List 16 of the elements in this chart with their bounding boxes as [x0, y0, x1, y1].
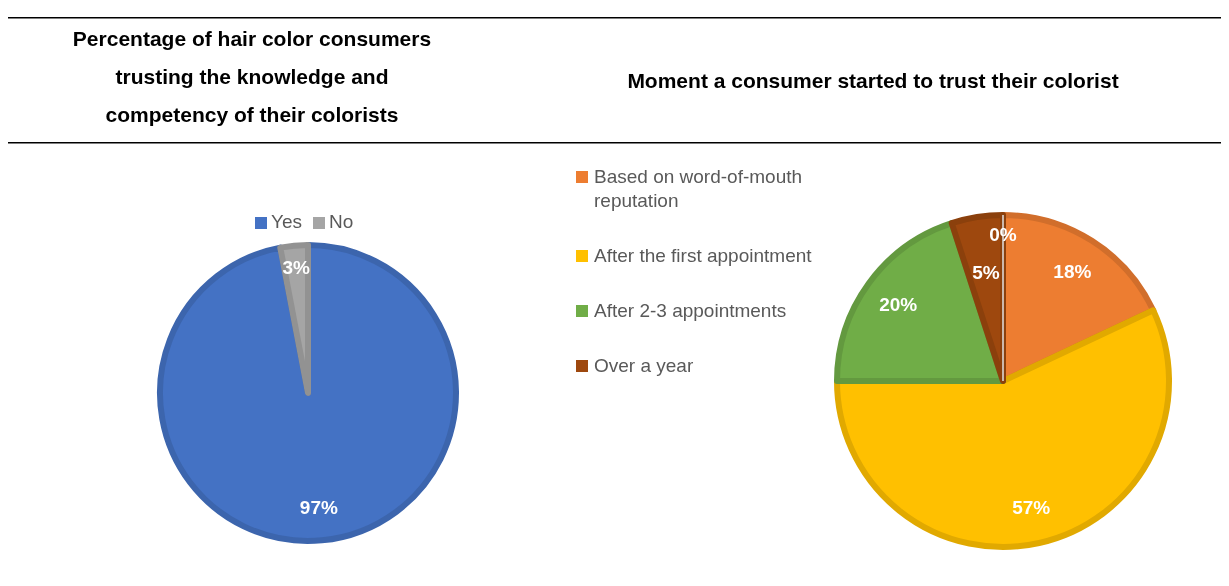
legend-label: After the first appointment — [594, 245, 813, 266]
legend-label: After 2-3 appointments — [594, 300, 787, 321]
pie-slice — [277, 242, 311, 396]
chart-title: Percentage of hair color consumers trusting the knowledge and competency of their colorists — [72, 27, 432, 126]
pie-slice — [157, 242, 459, 544]
data-label: 3% — [282, 257, 310, 279]
chart-title: Moment a consumer started to trust their colorist — [627, 69, 1119, 92]
data-label: 20% — [879, 294, 918, 316]
legend-label: Based on word-of-mouth reputation — [594, 166, 803, 211]
data-label: 97% — [299, 497, 338, 519]
data-label: 18% — [1053, 261, 1092, 283]
legend-label: Yes — [271, 211, 302, 232]
data-label: 57% — [1012, 496, 1051, 518]
legend-label: No — [329, 211, 354, 232]
data-label: 5% — [972, 262, 1000, 284]
legend-label: Over a year — [594, 355, 694, 376]
